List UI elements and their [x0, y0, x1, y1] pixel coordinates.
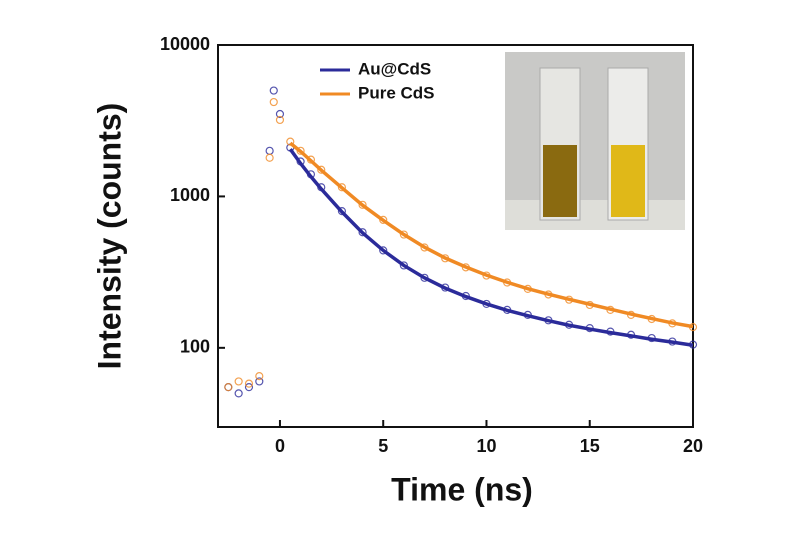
y-tick-label: 1000: [170, 185, 210, 205]
data-point: [234, 389, 243, 398]
data-point: [265, 146, 274, 155]
data-point: [265, 153, 274, 162]
data-point: [358, 228, 367, 237]
data-point: [275, 115, 285, 125]
data-point: [337, 206, 347, 216]
legend-label: Pure CdS: [358, 83, 435, 102]
fit-line: [289, 141, 694, 329]
data-point: [379, 246, 388, 255]
y-axis-label: Intensity (counts): [91, 103, 127, 370]
fit-line: [288, 148, 694, 347]
data-point: [234, 377, 243, 386]
x-tick-label: 10: [476, 436, 496, 456]
x-tick-label: 15: [580, 436, 600, 456]
data-point: [224, 383, 233, 392]
data-point: [244, 379, 254, 388]
data-point: [317, 165, 326, 174]
data-point: [269, 86, 278, 95]
data-point: [255, 372, 264, 381]
x-axis-label: Time (ns): [391, 471, 533, 507]
data-point: [399, 230, 408, 239]
legend-label: Au@CdS: [358, 59, 431, 78]
plot-frame: [217, 44, 694, 428]
data-point: [275, 109, 285, 119]
data-point: [269, 97, 278, 107]
x-tick-label: 5: [378, 436, 388, 456]
data-point: [337, 183, 347, 192]
y-tick-label: 10000: [160, 34, 210, 54]
data-point: [399, 261, 408, 270]
x-tick-label: 20: [683, 436, 703, 456]
inset-photo: [505, 52, 685, 230]
data-point: [358, 200, 367, 209]
y-tick-label: 100: [180, 337, 210, 357]
x-tick-label: 0: [275, 436, 285, 456]
data-point: [244, 383, 254, 392]
data-point: [255, 377, 264, 386]
